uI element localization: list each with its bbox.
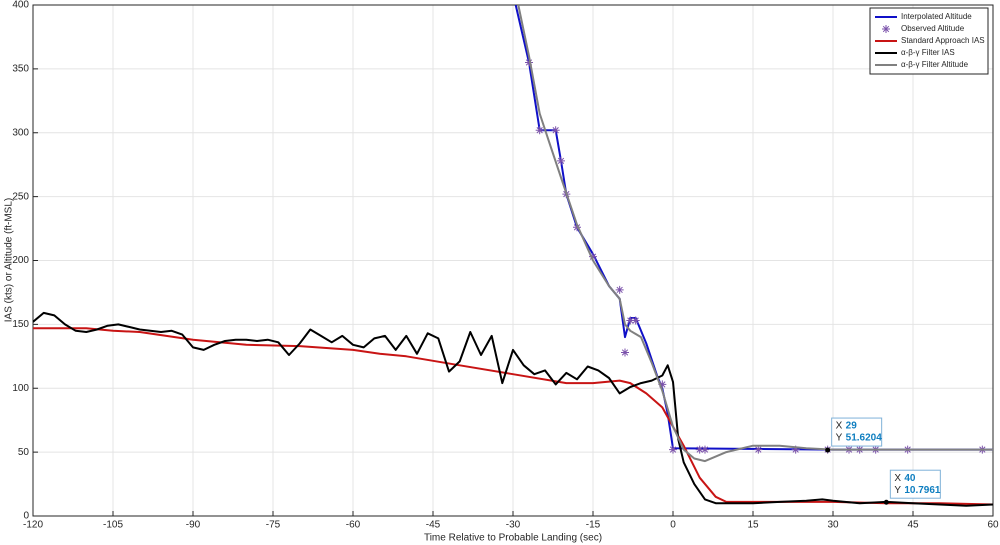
x-tick-label: 60	[987, 520, 999, 531]
y-tick-label: 0	[23, 511, 29, 522]
asterisk-marker	[615, 285, 624, 294]
x-tick-label: -75	[266, 520, 281, 531]
datatip-y-value: 10.7961	[904, 485, 941, 496]
legend-label: Standard Approach IAS	[901, 36, 985, 45]
x-tick-label: 45	[907, 520, 919, 531]
datatip-y-label: Y	[836, 433, 843, 444]
asterisk-marker	[589, 252, 597, 261]
y-tick-label: 100	[12, 383, 29, 394]
legend-label: Interpolated Altitude	[901, 12, 972, 21]
asterisk-marker	[557, 156, 565, 165]
asterisk-marker	[701, 445, 709, 454]
x-tick-label: -120	[23, 520, 43, 531]
axes-box	[32, 4, 994, 517]
datatip-box	[889, 469, 941, 499]
asterisk-marker	[695, 445, 704, 454]
legend-label: Observed Altitude	[901, 24, 965, 33]
asterisk-marker	[882, 25, 890, 33]
asterisk-marker	[626, 316, 635, 325]
asterisk-marker	[525, 58, 533, 67]
x-tick-label: -60	[346, 520, 361, 531]
asterisk-marker	[573, 223, 581, 232]
x-tick-label: -105	[103, 520, 123, 531]
asterisk-marker	[669, 445, 677, 454]
x-tick-label: 30	[827, 520, 839, 531]
datatip-x-value: 29	[846, 421, 858, 432]
x-tick-label: -30	[506, 520, 521, 531]
asterisk-marker	[621, 348, 629, 357]
series-group	[33, 5, 993, 507]
y-tick-label: 300	[12, 127, 29, 138]
legend-label: α-β-γ Filter Altitude	[901, 60, 969, 69]
x-tick-label: -15	[586, 520, 601, 531]
x-axis-label: Time Relative to Probable Landing (sec)	[424, 533, 602, 544]
datatip-point	[825, 447, 831, 453]
series-line	[33, 311, 993, 507]
y-tick-label: 400	[12, 0, 29, 11]
legend-label: α-β-γ Filter IAS	[901, 48, 955, 57]
x-tick-label: -90	[186, 520, 201, 531]
y-tick-label: 150	[12, 319, 29, 330]
asterisk-marker	[551, 126, 560, 135]
x-tick-label: 0	[670, 520, 676, 531]
y-tick-label: 350	[12, 64, 29, 75]
asterisk-marker	[631, 316, 640, 325]
y-tick-label: 200	[12, 255, 29, 266]
datatip-x-label: X	[836, 421, 843, 432]
datatip-y-value: 51.6204	[846, 433, 883, 444]
datatip-x-value: 40	[904, 473, 916, 484]
x-tick-label: 15	[747, 520, 759, 531]
datatip-x-label: X	[894, 473, 901, 484]
asterisk-marker	[791, 445, 800, 454]
x-tick-label: -45	[426, 520, 441, 531]
legend: Interpolated Altitude Observed Altitude St…	[869, 7, 989, 75]
datatip-y-label: Y	[894, 485, 901, 496]
asterisk-marker	[754, 445, 763, 454]
y-axis-label: IAS (kts) or Altitude (ft-MSL)	[4, 198, 15, 322]
datatip-box	[831, 417, 883, 447]
datatip-point	[883, 499, 889, 505]
asterisk-marker	[535, 126, 544, 135]
y-tick-label: 50	[18, 447, 30, 458]
y-tick-label: 250	[12, 191, 29, 202]
asterisk-marker	[658, 380, 667, 389]
series-line	[517, 5, 993, 463]
